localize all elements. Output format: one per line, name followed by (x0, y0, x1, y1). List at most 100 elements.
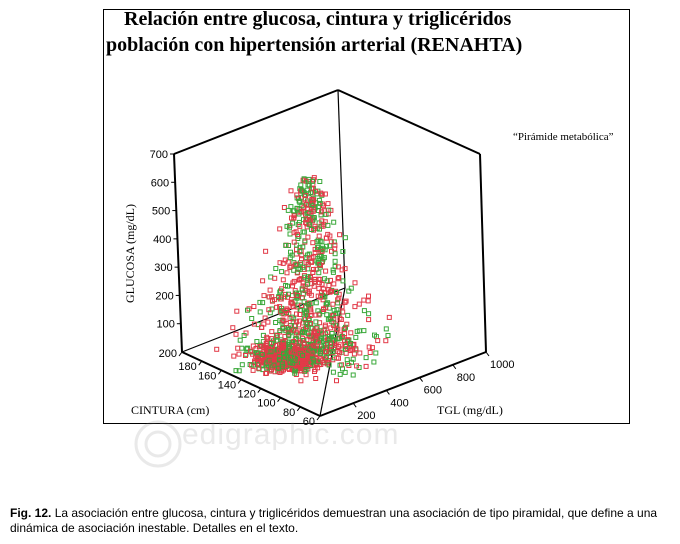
data-point (313, 343, 319, 349)
data-point (319, 248, 325, 254)
data-point (283, 291, 289, 297)
chart-title: Relación entre glucosa, cintura y trigli… (124, 8, 512, 30)
data-point (245, 345, 251, 351)
data-point (323, 268, 329, 274)
data-point (373, 350, 379, 356)
data-point (280, 339, 286, 345)
data-point (313, 312, 319, 318)
data-point (266, 307, 272, 313)
data-point (276, 364, 282, 370)
data-point (289, 252, 295, 258)
data-point (356, 301, 362, 307)
axes-box (173, 89, 487, 417)
data-point (328, 277, 333, 283)
data-point (320, 245, 326, 251)
data-point (263, 248, 269, 254)
data-point (310, 208, 316, 214)
waist-tick-label: 180 (178, 361, 196, 373)
data-point (239, 362, 245, 368)
watermark-logo: edigraphic.com (130, 414, 430, 474)
data-point (284, 223, 290, 229)
data-point (300, 229, 306, 235)
data-point (273, 266, 279, 271)
data-point (260, 300, 266, 306)
data-point (328, 288, 334, 294)
data-point (268, 349, 274, 355)
tgl-axis-ticks: 200 400 600 800 1000 (352, 351, 514, 422)
data-point (294, 344, 300, 350)
data-point (301, 315, 307, 321)
data-point (254, 350, 260, 356)
waist-tick-label: 100 (257, 398, 275, 410)
data-point (291, 208, 297, 214)
data-point (248, 348, 254, 354)
data-point (345, 345, 351, 351)
data-point (321, 360, 327, 366)
data-point (268, 336, 274, 342)
data-point (363, 355, 369, 361)
data-point (267, 287, 273, 293)
data-point (295, 302, 301, 308)
data-point (252, 359, 257, 365)
data-point (318, 294, 324, 300)
data-point (300, 329, 306, 335)
data-point (304, 201, 310, 207)
data-point (337, 232, 343, 238)
data-point (294, 295, 300, 301)
data-point (302, 274, 308, 280)
data-point (340, 309, 346, 315)
axis-edge (479, 153, 487, 353)
data-point (340, 278, 346, 284)
data-point (249, 316, 255, 321)
data-point (264, 365, 270, 371)
data-point (300, 362, 306, 368)
figure-frame (103, 9, 630, 424)
data-point (271, 362, 277, 368)
tgl-tick-label: 1000 (490, 359, 514, 371)
glucose-axis-label: GLUCOSA (mg/dL) (123, 204, 137, 303)
data-point (319, 343, 324, 349)
data-point (233, 331, 239, 337)
data-point (269, 294, 275, 300)
data-point (277, 328, 283, 333)
watermark-text: edigraphic.com (182, 418, 400, 451)
waist-tick-mark (277, 397, 281, 403)
data-point (348, 341, 354, 346)
axis-edge (337, 89, 346, 289)
data-point (294, 311, 299, 317)
data-point (328, 315, 334, 321)
data-point (317, 349, 323, 355)
data-point (357, 350, 363, 356)
data-point (385, 333, 391, 338)
data-point (361, 328, 367, 334)
data-point (335, 300, 341, 306)
data-point (315, 255, 321, 261)
data-point (309, 178, 315, 184)
axis-edge (319, 351, 487, 417)
data-point (327, 341, 333, 347)
data-point (335, 349, 341, 354)
data-point (308, 313, 314, 318)
data-point (293, 363, 299, 369)
data-point (319, 329, 324, 335)
data-point (304, 309, 310, 315)
data-point (312, 279, 317, 285)
waist-tick-label: 60 (303, 416, 315, 428)
data-point (311, 215, 317, 220)
data-point (291, 239, 297, 245)
data-point (264, 370, 269, 376)
data-point (281, 344, 286, 350)
data-point (233, 368, 239, 374)
data-point (342, 369, 348, 375)
data-point (308, 359, 314, 365)
data-point (323, 349, 329, 354)
data-point (328, 334, 334, 340)
data-point (276, 365, 282, 371)
data-point (268, 274, 274, 280)
data-point (311, 283, 317, 289)
data-point (292, 370, 298, 376)
data-point (276, 357, 282, 363)
data-point (356, 328, 362, 334)
data-point (345, 312, 351, 318)
data-point (363, 363, 369, 369)
